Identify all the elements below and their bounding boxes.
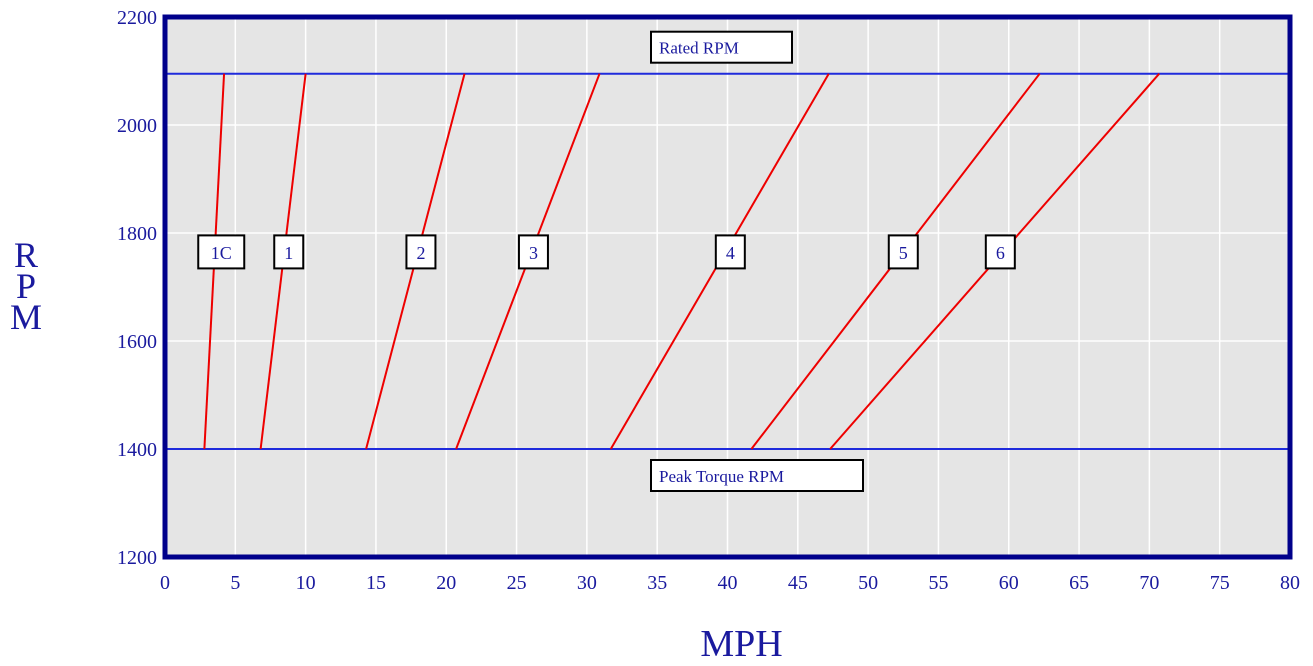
- y-axis-label: RPM: [9, 235, 42, 337]
- gear-label-box: [273, 234, 305, 270]
- x-tick-label: 70: [1139, 572, 1159, 594]
- y-tick-label: 1600: [117, 331, 157, 353]
- gear-label-6: 6: [996, 243, 1005, 263]
- x-tick-label: 75: [1210, 572, 1230, 594]
- reference-label: Peak Torque RPM: [659, 467, 784, 486]
- x-tick-label: 60: [999, 572, 1019, 594]
- reference-label-box: [650, 30, 793, 64]
- reference-lines: [165, 72, 1290, 450]
- gear-label-1: 1: [284, 243, 293, 263]
- gear-label-2: 2: [416, 243, 425, 263]
- x-axis-label: MPH: [700, 623, 783, 665]
- x-tick-label: 55: [928, 572, 948, 594]
- x-tick-label: 50: [858, 572, 878, 594]
- x-tick-label: 0: [160, 572, 170, 594]
- y-tick-label: 1400: [117, 439, 157, 461]
- gear-label-5: 5: [899, 243, 908, 263]
- gear-label-1c: 1C: [211, 243, 232, 263]
- x-tick-label: 20: [436, 572, 456, 594]
- reference-label-box: [650, 459, 864, 492]
- x-tick-label: 65: [1069, 572, 1089, 594]
- gear-label-box: [517, 234, 549, 270]
- plot-frame: [162, 14, 1293, 560]
- y-tick-label: 1200: [117, 547, 157, 569]
- annotation-labels: Rated RPM Peak Torque RPM 1C 1 2 3 4 5 6: [197, 30, 1016, 492]
- x-tick-label: 40: [718, 572, 738, 594]
- x-tick-labels: 0 5 10 15 20 25 30 35 40 45 50 55 60 65 70 75 80: [160, 572, 1300, 594]
- y-tick-labels: 1200 1400 1600 1800 2000 2200: [117, 7, 157, 569]
- gear-label-box: [405, 234, 437, 270]
- x-tick-label: 45: [788, 572, 808, 594]
- x-tick-label: 80: [1280, 572, 1300, 594]
- y-tick-label: 2200: [117, 7, 157, 29]
- gear-label-3: 3: [529, 243, 538, 263]
- gear-label-box: [714, 234, 746, 270]
- reference-label: Rated RPM: [659, 39, 739, 58]
- gear-label-box: [197, 234, 246, 270]
- gear-label-box: [984, 234, 1016, 270]
- x-tick-label: 35: [647, 572, 667, 594]
- x-tick-label: 25: [507, 572, 527, 594]
- y-tick-label: 2000: [117, 115, 157, 137]
- gear-label-box: [887, 234, 919, 270]
- x-tick-label: 15: [366, 572, 386, 594]
- y-tick-label: 1800: [117, 223, 157, 245]
- x-tick-label: 30: [577, 572, 597, 594]
- x-tick-label: 5: [230, 572, 240, 594]
- x-tick-label: 10: [296, 572, 316, 594]
- gear-label-4: 4: [726, 243, 735, 263]
